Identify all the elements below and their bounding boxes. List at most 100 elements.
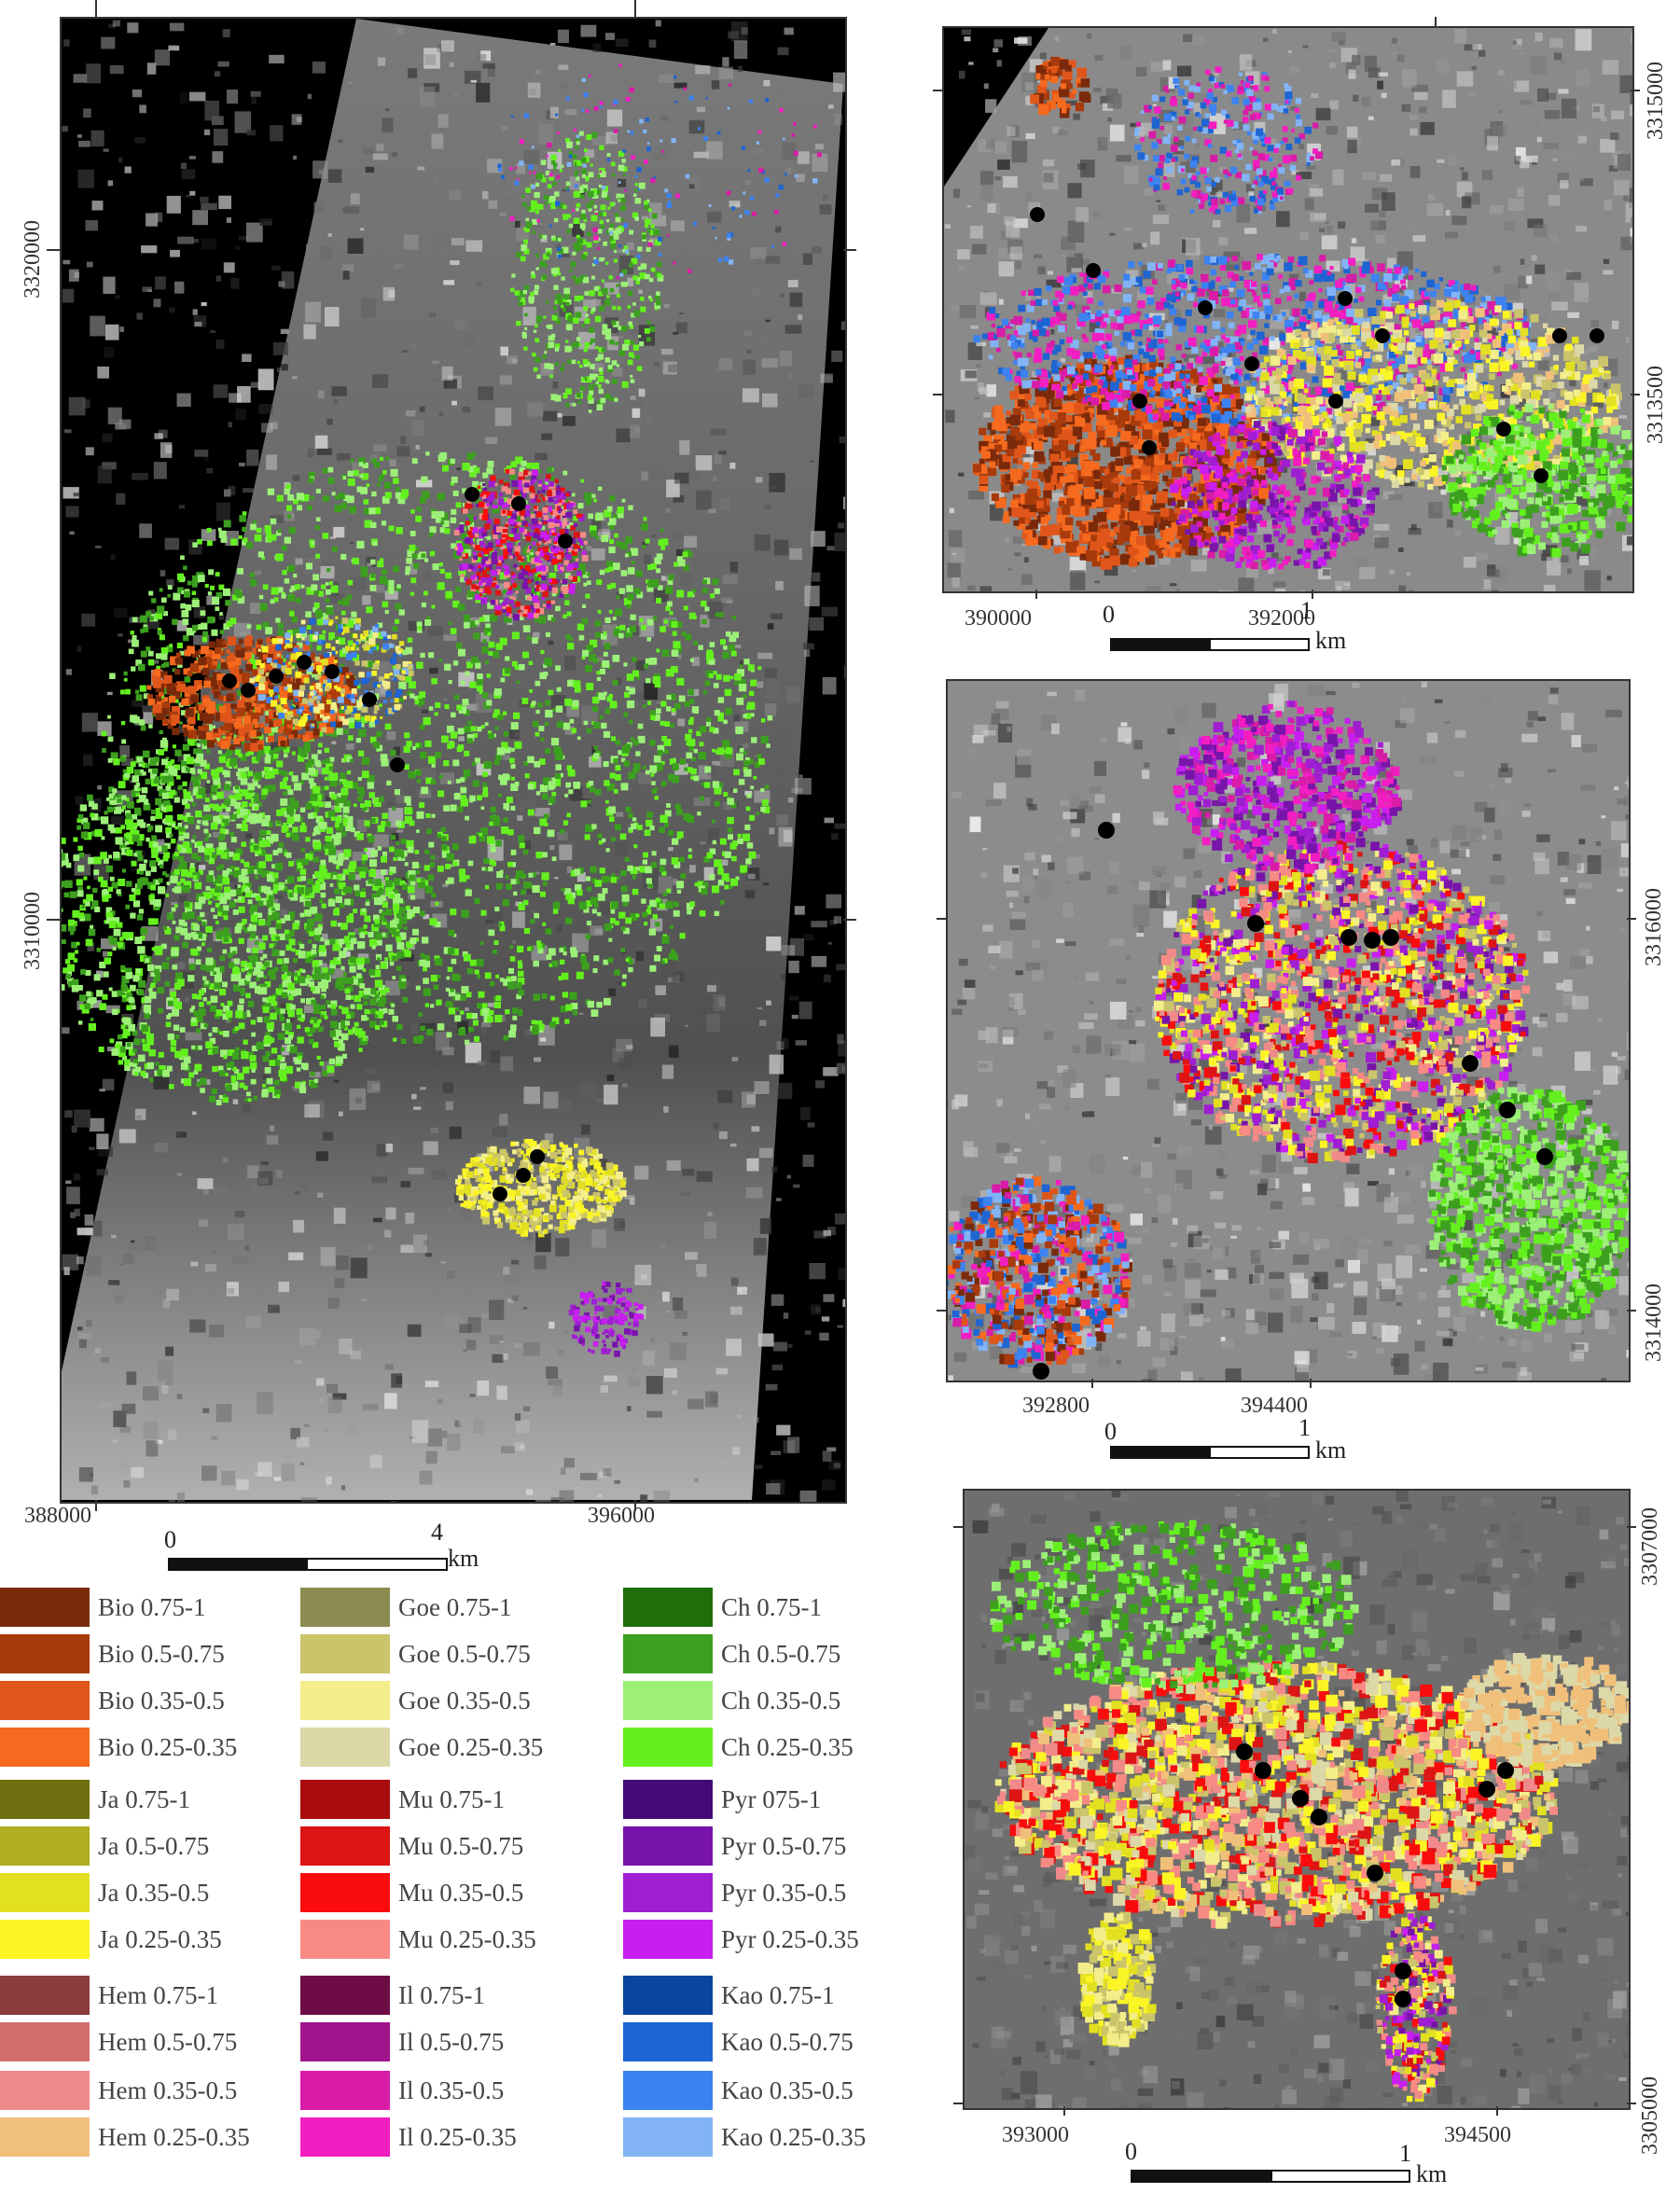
inset-2-scale-start: 0	[1104, 1418, 1117, 1446]
scale-white-segment	[1270, 2170, 1410, 2183]
legend-label: Kao 0.75-1	[721, 1981, 834, 2010]
inset-1-y-tick-1: 3313500	[1644, 366, 1669, 444]
inset-map-1	[942, 26, 1634, 593]
legend-swatch	[623, 2071, 713, 2110]
inset-3-scale-start: 0	[1125, 2138, 1137, 2166]
legend-swatch	[623, 1728, 713, 1767]
legend-label: Bio 0.75-1	[98, 1593, 206, 1622]
inset-1-scale-start: 0	[1103, 601, 1115, 629]
legend-label: Hem 0.75-1	[98, 1981, 218, 2010]
inset-3-scale-unit: km	[1416, 2160, 1447, 2188]
legend-swatch	[623, 1920, 713, 1959]
legend-swatch	[300, 1873, 390, 1912]
legend-swatch	[0, 1634, 90, 1673]
main-y-tick-1: 3310000	[21, 892, 46, 970]
inset-map-3	[963, 1489, 1631, 2110]
inset-2-x-tick-0: 392800	[1022, 1394, 1090, 1419]
legend-label: Ja 0.25-0.35	[98, 1925, 222, 1954]
inset-1-scale-mid: 1	[1300, 597, 1312, 625]
inset-1-scale-bar	[1110, 638, 1310, 657]
legend-swatch	[623, 1873, 713, 1912]
legend-label: Ch 0.75-1	[721, 1593, 822, 1622]
legend-label: Il 0.5-0.75	[398, 2028, 504, 2057]
legend-label: Pyr 0.5-0.75	[721, 1832, 846, 1861]
legend-swatch	[300, 1728, 390, 1767]
legend-swatch	[623, 1588, 713, 1627]
main-y-tick-0: 3320000	[21, 220, 46, 298]
legend-label: Goe 0.5-0.75	[398, 1640, 531, 1669]
scale-white-segment	[1209, 1446, 1310, 1459]
legend-swatch	[0, 1873, 90, 1912]
legend-label: Mu 0.35-0.5	[398, 1879, 523, 1908]
inset-2-y-tick-1: 3314000	[1642, 1284, 1667, 1362]
inset-1-x-tick-0: 390000	[965, 606, 1032, 632]
mineral-clusters	[62, 63, 822, 1357]
legend-swatch	[300, 2071, 390, 2110]
legend-swatch	[0, 1920, 90, 1959]
legend-label: Kao 0.35-0.5	[721, 2076, 854, 2105]
scale-white-segment	[1209, 638, 1310, 651]
legend-swatch	[623, 1976, 713, 2015]
inset-3-scale-bar	[1131, 2170, 1410, 2188]
legend-swatch	[623, 1634, 713, 1673]
main-scale-start: 0	[164, 1526, 176, 1554]
scale-black-segment	[1131, 2170, 1272, 2183]
legend-swatch	[0, 1728, 90, 1767]
legend-label: Pyr 0.35-0.5	[721, 1879, 846, 1908]
inset-1-image	[944, 28, 1632, 591]
legend-swatch	[0, 1826, 90, 1866]
inset-1-x-tick-1: 392000	[1248, 606, 1315, 632]
scale-black-segment	[168, 1558, 308, 1571]
inset-1-scale-unit: km	[1315, 627, 1346, 655]
legend-swatch	[300, 1920, 390, 1959]
legend-swatch	[0, 1780, 90, 1819]
legend-swatch	[623, 2117, 713, 2157]
legend-label: Ja 0.5-0.75	[98, 1832, 209, 1861]
legend-swatch	[623, 1826, 713, 1866]
inset-2-image	[948, 681, 1629, 1381]
legend-label: Il 0.25-0.35	[398, 2123, 517, 2152]
inset-3-x-tick-1: 394500	[1444, 2123, 1511, 2148]
legend-swatch	[300, 1826, 390, 1866]
legend-swatch	[623, 1780, 713, 1819]
legend-swatch	[300, 1681, 390, 1720]
scale-black-segment	[1110, 1446, 1211, 1459]
legend-label: Mu 0.25-0.35	[398, 1925, 536, 1954]
legend-swatch	[0, 1681, 90, 1720]
inset-2-scale-unit: km	[1315, 1437, 1346, 1464]
legend-swatch	[0, 1588, 90, 1627]
legend-label: Pyr 075-1	[721, 1785, 821, 1814]
legend-swatch	[0, 1976, 90, 2015]
legend-label: Ch 0.35-0.5	[721, 1686, 840, 1715]
legend-label: Bio 0.5-0.75	[98, 1640, 225, 1669]
legend-label: Mu 0.5-0.75	[398, 1832, 523, 1861]
legend-swatch	[300, 1634, 390, 1673]
inset-2-scale-bar	[1110, 1446, 1310, 1464]
legend-label: Ch 0.5-0.75	[721, 1640, 840, 1669]
legend-label: Goe 0.25-0.35	[398, 1733, 543, 1762]
inset-2-y-tick-0: 3316000	[1642, 888, 1667, 966]
main-scale-mid: 4	[431, 1519, 443, 1547]
legend-swatch	[0, 2071, 90, 2110]
satellite-footprint	[62, 19, 843, 1500]
legend-label: Kao 0.25-0.35	[721, 2123, 866, 2152]
legend-label: Il 0.75-1	[398, 1981, 485, 2010]
inset-3-y-tick-0: 3307000	[1638, 1507, 1663, 1586]
legend-label: Il 0.35-0.5	[398, 2076, 504, 2105]
legend-label: Hem 0.25-0.35	[98, 2123, 250, 2152]
mineral-clusters	[948, 701, 1629, 1380]
legend-swatch	[0, 2117, 90, 2157]
legend-swatch	[300, 2022, 390, 2061]
inset-1-y-tick-0: 3315000	[1644, 62, 1669, 140]
main-map-image	[62, 19, 845, 1502]
legend-label: Mu 0.75-1	[398, 1785, 505, 1814]
inset-2-scale-mid: 1	[1298, 1414, 1311, 1442]
legend-label: Hem 0.5-0.75	[98, 2028, 237, 2057]
legend-swatch	[623, 2022, 713, 2061]
inset-3-image	[965, 1491, 1629, 2108]
main-x-tick-1: 396000	[588, 1504, 655, 1529]
main-scale-bar	[168, 1558, 448, 1576]
legend-label: Kao 0.5-0.75	[721, 2028, 854, 2057]
legend-swatch	[0, 2022, 90, 2061]
scale-black-segment	[1110, 638, 1211, 651]
